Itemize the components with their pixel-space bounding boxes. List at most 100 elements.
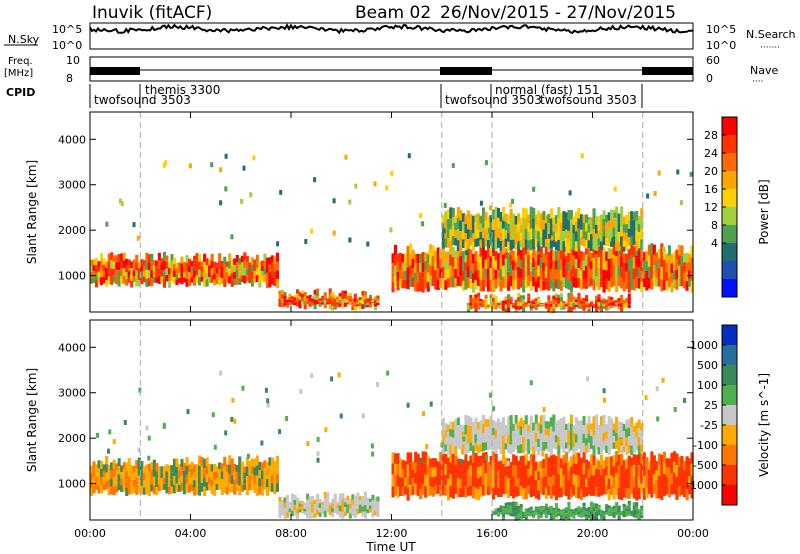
data-cell xyxy=(605,299,609,303)
data-cell xyxy=(512,303,516,305)
data-cell xyxy=(270,457,275,467)
data-cell xyxy=(549,238,553,249)
data-cell xyxy=(662,280,667,291)
data-cell xyxy=(278,496,282,503)
data-cell xyxy=(476,437,481,446)
data-cell xyxy=(567,461,571,471)
data-cell xyxy=(537,296,541,300)
scatter-echo xyxy=(120,201,124,207)
data-cell xyxy=(461,213,466,222)
data-cell xyxy=(602,301,606,304)
data-cell xyxy=(534,250,538,261)
data-cell xyxy=(522,295,526,300)
data-cell xyxy=(145,472,149,480)
data-cell xyxy=(328,502,332,506)
data-cell xyxy=(529,206,533,218)
data-cell xyxy=(640,423,644,431)
data-cell xyxy=(622,240,626,249)
data-cell xyxy=(627,293,631,298)
data-cell xyxy=(476,221,481,230)
nsky-tick-top: 10^5 xyxy=(52,23,82,36)
scatter-echo xyxy=(509,202,513,208)
data-cell xyxy=(564,430,569,437)
data-cell xyxy=(275,261,280,271)
data-cell xyxy=(160,478,164,485)
data-cell xyxy=(333,295,337,299)
data-cell xyxy=(559,297,563,302)
data-cell xyxy=(464,233,468,243)
data-cell xyxy=(416,263,420,273)
y-tick-label-1: 2000 xyxy=(58,224,86,237)
data-cell xyxy=(627,436,631,445)
data-cell xyxy=(630,278,634,290)
data-cell xyxy=(582,222,586,231)
colorbar-swatch-5 xyxy=(722,425,737,446)
colorbar-swatch-2 xyxy=(722,153,737,172)
scatter-echo xyxy=(366,241,370,247)
data-cell xyxy=(627,427,631,437)
data-cell xyxy=(205,265,209,273)
data-cell xyxy=(670,473,674,484)
data-cell xyxy=(130,268,134,275)
data-cell xyxy=(620,510,624,512)
data-cell xyxy=(539,246,543,258)
data-cell xyxy=(514,476,518,487)
data-cell xyxy=(444,464,448,475)
data-cell xyxy=(562,434,566,444)
data-cell xyxy=(577,506,581,509)
data-cell xyxy=(439,452,443,464)
data-cell xyxy=(564,266,569,278)
data-cell xyxy=(200,474,204,483)
data-cell xyxy=(655,252,659,261)
data-cell xyxy=(564,442,569,449)
data-cell xyxy=(577,487,581,499)
data-cell xyxy=(627,500,631,505)
scatter-echo xyxy=(462,436,466,442)
data-cell xyxy=(481,305,486,307)
data-cell xyxy=(504,476,508,486)
data-cell xyxy=(243,267,247,276)
data-cell xyxy=(200,456,204,466)
data-cell xyxy=(627,281,631,293)
data-cell xyxy=(552,475,556,486)
data-cell xyxy=(454,484,458,495)
scatter-echo xyxy=(136,235,140,241)
data-cell xyxy=(476,422,481,430)
scatter-echo xyxy=(252,155,256,161)
data-cell xyxy=(557,300,561,304)
scatter-echo xyxy=(502,215,506,221)
data-cell xyxy=(466,487,471,496)
data-cell xyxy=(157,252,161,261)
data-cell xyxy=(497,237,501,248)
data-cell xyxy=(605,251,609,261)
data-cell xyxy=(210,464,214,472)
data-cell xyxy=(366,509,370,514)
data-cell xyxy=(690,463,694,476)
data-cell xyxy=(597,447,601,455)
data-cell xyxy=(336,299,340,303)
data-cell xyxy=(243,484,247,491)
data-cell xyxy=(559,293,563,298)
data-cell xyxy=(554,303,558,308)
data-cell xyxy=(627,211,631,221)
data-cell xyxy=(552,239,556,247)
data-cell xyxy=(632,454,636,466)
data-cell xyxy=(675,249,679,260)
data-cell xyxy=(122,252,126,261)
data-cell xyxy=(183,267,187,273)
data-cell xyxy=(532,514,536,517)
data-cell xyxy=(348,503,352,509)
data-cell xyxy=(627,270,631,282)
data-cell xyxy=(512,465,516,477)
data-cell xyxy=(582,301,586,305)
freq-label: Freq. xyxy=(8,56,33,67)
data-cell xyxy=(537,430,541,439)
data-cell xyxy=(193,263,197,271)
data-cell xyxy=(160,466,164,473)
scatter-echo xyxy=(233,418,237,424)
data-cell xyxy=(253,277,257,283)
data-cell xyxy=(507,434,511,444)
data-cell xyxy=(620,226,624,237)
data-cell xyxy=(622,423,626,431)
data-cell xyxy=(522,455,526,467)
